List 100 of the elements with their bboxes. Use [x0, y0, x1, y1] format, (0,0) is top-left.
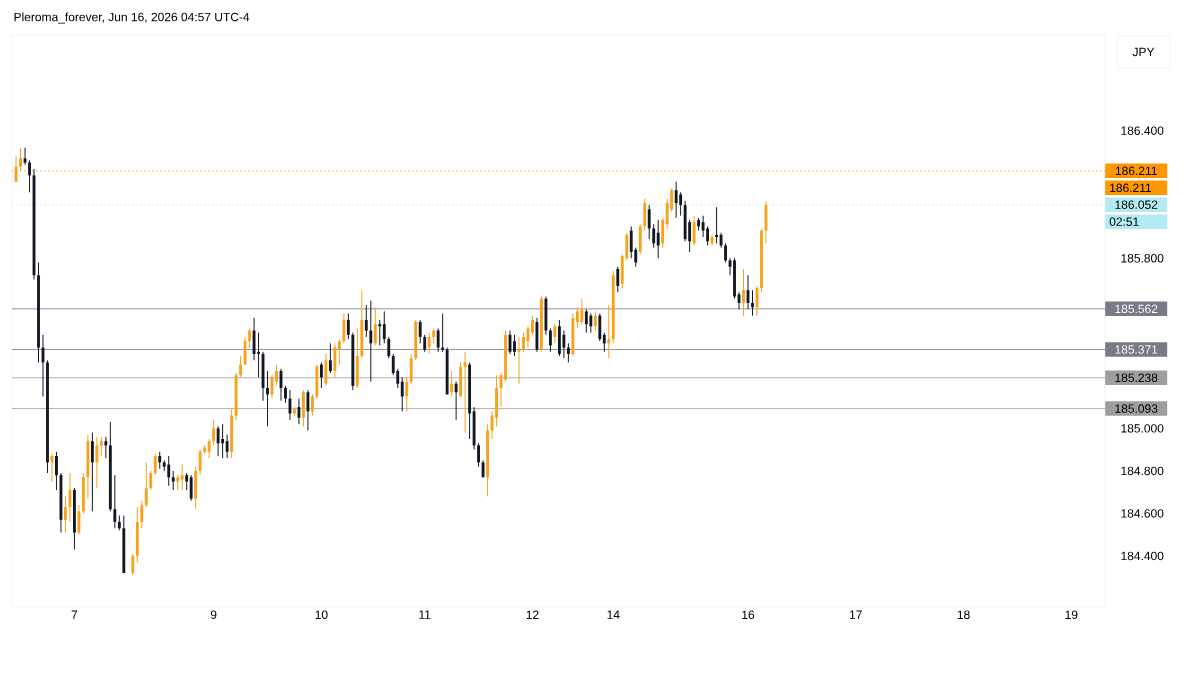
candlestick	[369, 300, 373, 383]
candlestick	[692, 215, 696, 246]
ref-line-label: 186.211	[1115, 166, 1157, 176]
candlestick	[266, 370, 269, 427]
candlestick	[427, 332, 431, 355]
candlestick	[239, 355, 243, 378]
y-tick-label: 185.000	[1121, 424, 1164, 433]
candlestick	[441, 313, 445, 353]
candlestick	[216, 425, 220, 457]
candlestick	[153, 453, 157, 476]
candlestick	[463, 351, 467, 434]
candlestick	[710, 234, 714, 246]
candlestick	[548, 327, 552, 353]
candlestick	[257, 332, 260, 378]
candlestick	[310, 393, 314, 417]
ref-line-label: 185.371	[1115, 345, 1158, 354]
x-tick-label: 11	[419, 610, 431, 619]
x-tick-label: 9	[210, 610, 217, 620]
candlestick	[647, 204, 651, 240]
x-tick-label: 12	[526, 610, 539, 619]
candlestick	[387, 336, 391, 359]
candlestick	[400, 376, 404, 412]
candlestick	[149, 470, 153, 491]
y-axis-title: JPY	[1132, 47, 1155, 57]
candlestick	[378, 319, 382, 346]
candlestick	[742, 268, 745, 317]
candlestick	[450, 370, 454, 397]
ref-line-label: 185.093	[1115, 404, 1158, 413]
x-tick-label: 14	[607, 610, 620, 619]
candlestick	[144, 461, 148, 508]
candlestick	[436, 327, 440, 353]
candlestick	[643, 198, 647, 232]
y-tick-label: 184.800	[1121, 466, 1164, 476]
candlestick	[593, 310, 597, 332]
text: 186.211	[1110, 183, 1152, 193]
candlestick	[333, 342, 337, 378]
chart-title: Pleroma_forever, Jun 16, 2026 04:57 UTC-4	[14, 12, 250, 24]
candlestick	[553, 323, 557, 344]
y-tick-label: 184.400	[1121, 551, 1164, 561]
x-tick-label: 10	[315, 610, 328, 620]
candlestick	[679, 191, 683, 217]
candlestick	[382, 310, 386, 344]
candlestick	[364, 304, 368, 338]
candlestick	[64, 495, 67, 534]
candlestick	[55, 451, 58, 491]
candlestick	[167, 455, 171, 487]
candlestick	[207, 438, 211, 459]
candlestick	[405, 376, 409, 412]
candlestick	[373, 306, 377, 346]
candlestick	[575, 306, 579, 329]
candlestick	[99, 436, 103, 457]
candlestick	[751, 289, 754, 317]
candlestick	[275, 364, 278, 387]
x-tick-label: 17	[850, 610, 862, 619]
candlestick	[95, 436, 99, 489]
y-tick-label: 185.800	[1121, 254, 1164, 263]
ref-line-label: 186.052	[1115, 200, 1158, 209]
candlestick	[131, 553, 135, 576]
candlestick	[584, 308, 588, 334]
candlestick	[306, 389, 310, 431]
candlestick	[715, 206, 718, 244]
candlestick	[589, 313, 593, 334]
y-tick-label: 186.400	[1121, 126, 1164, 135]
candlestick	[342, 313, 346, 344]
x-tick-label: 7	[71, 610, 78, 619]
candlestick	[180, 464, 184, 491]
candlestick	[140, 500, 144, 529]
x-tick-label: 16	[742, 610, 755, 620]
candlestick	[225, 434, 229, 459]
candlestick	[674, 181, 678, 219]
candlestick	[68, 472, 72, 523]
candlestick	[598, 313, 602, 342]
candlestick	[189, 474, 193, 502]
text: 02:51	[1109, 217, 1139, 226]
y-tick-label: 184.600	[1121, 509, 1164, 518]
candlestick	[221, 423, 225, 459]
candlestick	[701, 215, 705, 238]
ref-line-label: 185.238	[1115, 373, 1158, 382]
x-tick-label: 19	[1065, 610, 1078, 620]
candlestick	[409, 353, 413, 385]
candlestick	[602, 332, 606, 353]
candlestick	[566, 342, 570, 363]
candlestick	[243, 336, 247, 366]
candlestick	[19, 147, 22, 172]
candlestick	[531, 315, 534, 336]
candlestick	[477, 442, 481, 468]
ref-line-label: 185.562	[1115, 304, 1158, 314]
candlestick	[171, 470, 175, 491]
candlestick	[337, 338, 341, 366]
candlestick	[562, 330, 566, 359]
candlestick	[346, 313, 350, 340]
candlestick	[580, 298, 584, 325]
candlestick	[328, 342, 332, 374]
x-tick-label: 18	[957, 610, 970, 620]
candlestick	[454, 381, 458, 421]
candlestick	[28, 159, 31, 193]
candlestick	[522, 332, 525, 353]
candlestick	[324, 353, 328, 387]
candlestick	[90, 432, 94, 512]
candlestick	[104, 436, 108, 459]
